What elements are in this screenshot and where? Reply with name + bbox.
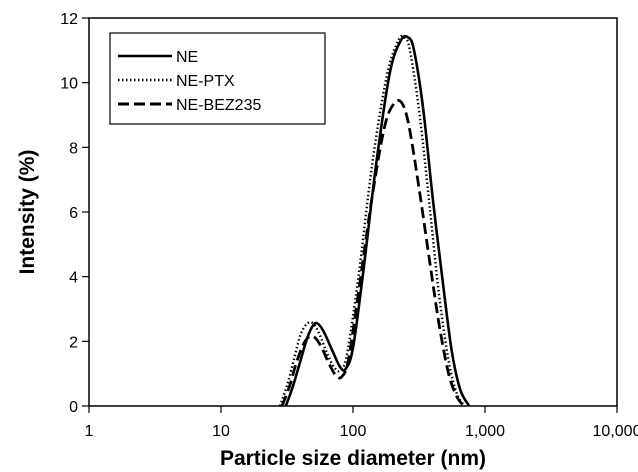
legend-label-ne: NE <box>176 49 198 66</box>
y-axis: 0 2 4 6 8 10 12 <box>60 11 89 416</box>
y-tick-label: 10 <box>60 76 78 93</box>
x-tick-label: 100 <box>340 423 367 440</box>
legend: NE NE-PTX NE-BEZ235 <box>109 32 326 125</box>
x-axis: 1 10 100 1,000 10,000 <box>85 406 638 440</box>
series-line-ne-bez235 <box>280 99 465 407</box>
legend-label-ne-ptx: NE-PTX <box>176 73 235 90</box>
x-tick-label: 10,000 <box>593 423 638 440</box>
y-tick-label: 6 <box>69 205 78 222</box>
x-tick-label: 1 <box>85 423 94 440</box>
x-tick-label: 1,000 <box>465 423 505 440</box>
y-tick-label: 2 <box>69 334 78 351</box>
y-tick-label: 4 <box>69 270 78 287</box>
y-tick-label: 12 <box>60 11 78 28</box>
y-tick-label: 0 <box>69 399 78 416</box>
legend-label-ne-bez235: NE-BEZ235 <box>176 97 261 114</box>
y-axis-title: Intensity (%) <box>16 150 39 275</box>
y-tick-label: 8 <box>69 140 78 157</box>
x-tick-label: 10 <box>212 423 230 440</box>
series-layer <box>278 34 471 407</box>
legend-box <box>109 32 326 125</box>
x-axis-title: Particle size diameter (nm) <box>220 447 486 470</box>
